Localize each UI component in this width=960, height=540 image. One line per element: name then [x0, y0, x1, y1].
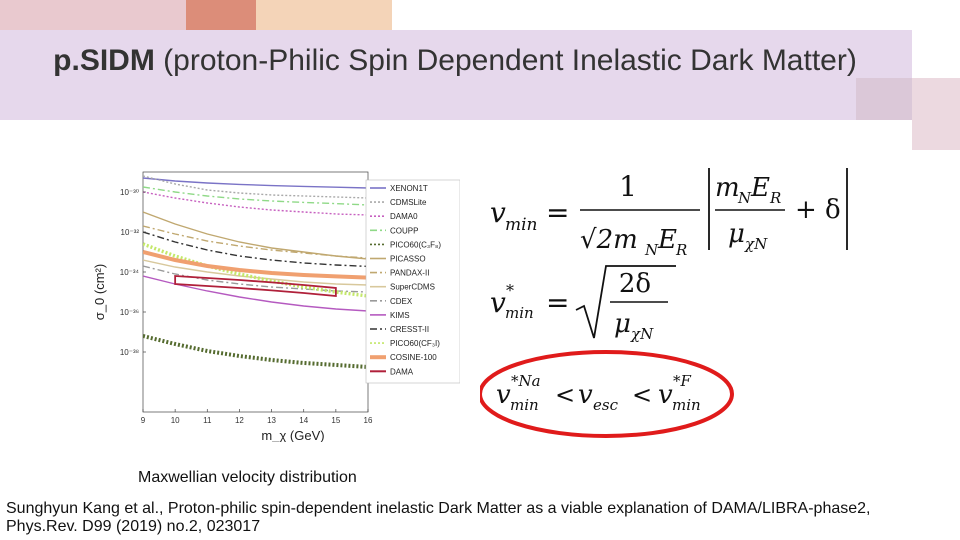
eq1-lhs: v	[490, 196, 506, 229]
equation-velocity-condition: v *Na min < v esc < v *F min	[480, 350, 734, 438]
title-banner	[0, 30, 912, 120]
x-tick-label: 10	[171, 416, 180, 425]
figure-caption: Maxwellian velocity distribution	[138, 469, 357, 486]
eq1-denominator: √2m	[580, 225, 638, 255]
eq1-inner-num-tail-sub: R	[769, 189, 781, 207]
eq2-sqrt-sign	[575, 265, 676, 339]
header-decoration-block	[912, 78, 960, 150]
eq1-den-tail: E	[657, 225, 677, 255]
series-line-dama0	[143, 191, 368, 216]
y-tick-label: 10⁻³⁴	[120, 268, 140, 277]
plot-curve-group	[143, 175, 368, 369]
legend-label: DAMA	[390, 367, 414, 376]
eq2-lhs-sup: *	[506, 281, 514, 300]
legend-box	[365, 179, 461, 384]
title-rest: (proton-Philic Spin Dependent Inelastic …	[154, 44, 857, 77]
equations: v min = 1 √2m N E R m N E R μ χN + δ v *…	[480, 168, 848, 438]
eq2-equals: =	[546, 286, 569, 319]
series-line-xenon1t	[143, 177, 368, 189]
series-line-cdmslite	[143, 175, 368, 199]
x-tick-label: 11	[203, 416, 212, 425]
eq3-b-sub: esc	[593, 396, 619, 414]
x-ticks: 9 10 11 12 13 14 15 16	[141, 409, 373, 425]
y-ticks: 10⁻³⁰ 10⁻³² 10⁻³⁴ 10⁻³⁶ 10⁻³⁸	[120, 188, 146, 357]
legend-label: PICO60(CF₃I)	[390, 339, 440, 348]
eq1-numerator: 1	[619, 170, 637, 203]
eq1-equals: =	[546, 196, 569, 229]
x-axis-label: m_χ (GeV)	[261, 428, 324, 442]
y-tick-label: 10⁻³⁸	[120, 348, 139, 357]
eq3-b: v	[578, 380, 593, 410]
citation-text: Sunghyun Kang et al., Proton-philic spin…	[6, 500, 871, 535]
equation-vmin-star: v * min = 2δ μ χN	[490, 265, 676, 343]
equation-vmin: v min = 1 √2m N E R m N E R μ χN + δ	[490, 168, 848, 259]
eq1-plus-delta: + δ	[795, 195, 841, 225]
eq1-inner-num-tail: E	[750, 173, 770, 203]
slide-title: p.SIDM (proton-Philic Spin Dependent Ine…	[20, 42, 890, 80]
eq2-denominator: μ	[614, 309, 631, 339]
y-tick-label: 10⁻³⁶	[120, 308, 139, 317]
x-tick-label: 13	[267, 416, 276, 425]
legend-label: CDEX	[390, 297, 413, 306]
series-line-pandax-ii	[143, 225, 368, 259]
eq3-c-sub: min	[672, 396, 701, 414]
eq1-inner-den-sub: χN	[744, 235, 768, 253]
eq1-den-tail-sub: R	[675, 241, 687, 259]
eq2-lhs: v	[490, 286, 506, 319]
y-axis-label: σ_0 (cm²)	[92, 264, 107, 320]
series-line-cosine-100	[143, 250, 368, 280]
y-tick-label: 10⁻³²	[121, 228, 140, 237]
x-tick-label: 16	[364, 416, 373, 425]
legend-label: PICO60(C₃F₈)	[390, 240, 441, 249]
exclusion-plot-svg: 10⁻³⁰ 10⁻³² 10⁻³⁴ 10⁻³⁶ 10⁻³⁸ 9 10 11 12 13 14 15 1…	[92, 171, 461, 443]
legend-label: SuperCDMS	[390, 283, 435, 292]
eq1-inner-num: m	[715, 173, 740, 203]
exclusion-plot: 10⁻³⁰ 10⁻³² 10⁻³⁴ 10⁻³⁶ 10⁻³⁸ 9 10 11 12 13 14 15 1…	[88, 152, 461, 443]
legend-label: CDMSLite	[390, 198, 427, 207]
eq3-less-than-1: <	[555, 381, 575, 409]
x-tick-label: 15	[331, 416, 340, 425]
legend: XENON1T CDMSLite DAMA0 COUPP PICO60(C₃F₈) PIC…	[370, 184, 441, 376]
legend-label: DAMA0	[390, 212, 418, 221]
eq3-c-sup: *F	[673, 372, 692, 390]
legend-label: COSINE-100	[390, 353, 437, 362]
highlight-ellipse	[480, 350, 734, 438]
x-tick-label: 9	[141, 416, 146, 425]
eq3-c: v	[658, 380, 673, 410]
eq1-inner-num-sub: N	[737, 189, 752, 207]
eq2-numerator: 2δ	[619, 269, 651, 299]
legend-label: PANDAX-II	[390, 269, 429, 278]
eq3-a-sup: *Na	[511, 372, 541, 390]
series-dama-contour	[174, 275, 337, 297]
header-decoration-block	[856, 78, 912, 120]
eq3-a-sub: min	[510, 396, 539, 414]
legend-label: PICASSO	[390, 255, 426, 264]
plot-curves	[143, 175, 368, 369]
series-line-cresst-ii	[143, 231, 368, 268]
x-tick-label: 12	[235, 416, 244, 425]
eq1-den-sub: N	[644, 241, 659, 259]
eq3-less-than-2: <	[632, 381, 652, 409]
legend-label: KIMS	[390, 311, 410, 320]
legend-label: XENON1T	[390, 184, 428, 193]
header-decoration-block	[0, 0, 190, 30]
y-tick-label: 10⁻³⁰	[120, 188, 139, 197]
legend-label: COUPP	[390, 226, 418, 235]
eq3-a: v	[496, 380, 511, 410]
eq2-den-sub: χN	[630, 325, 654, 343]
eq2-lhs-sub: min	[505, 304, 534, 322]
title-bold: p.SIDM	[53, 44, 155, 77]
legend-label: CRESST-II	[390, 325, 429, 334]
eq1-lhs-sub: min	[505, 215, 538, 235]
x-tick-label: 14	[299, 416, 308, 425]
eq1-inner-den: μ	[728, 219, 745, 249]
series-line-pico60-cf-i-	[143, 242, 368, 298]
